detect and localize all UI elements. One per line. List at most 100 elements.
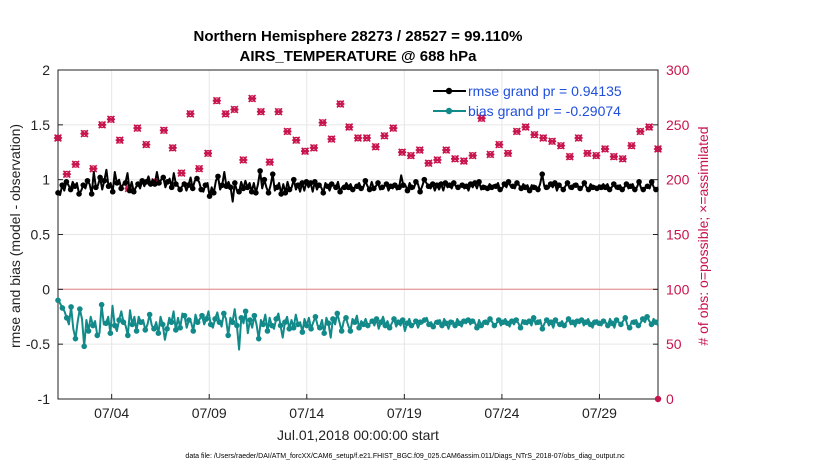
rmse-point bbox=[594, 185, 600, 192]
obs-assimilated-marker bbox=[212, 96, 221, 105]
obs-assimilated-marker bbox=[274, 107, 283, 116]
obs-assimilated-marker bbox=[380, 131, 389, 140]
bias-point bbox=[622, 315, 629, 321]
rmse-point bbox=[501, 181, 508, 187]
bias-point bbox=[81, 343, 87, 350]
rmse-point bbox=[84, 177, 91, 184]
rmse-point bbox=[269, 171, 276, 177]
rmse-point bbox=[488, 184, 495, 191]
rmse-point bbox=[375, 180, 381, 186]
obs-assimilated-marker bbox=[239, 155, 248, 164]
bias-point bbox=[605, 322, 611, 329]
rmse-point bbox=[299, 180, 306, 186]
bias-point bbox=[426, 321, 432, 328]
rmse-point bbox=[560, 186, 567, 193]
obs-assimilated-marker bbox=[503, 149, 513, 158]
bias-point bbox=[173, 327, 179, 333]
rmse-point bbox=[194, 175, 200, 182]
rmse-point bbox=[602, 184, 609, 191]
rmse-point bbox=[505, 179, 512, 185]
rmse-point bbox=[67, 186, 74, 193]
obs-assimilated-marker bbox=[433, 155, 442, 164]
x-tick-label: 07/24 bbox=[484, 405, 519, 421]
bias-point bbox=[194, 319, 201, 326]
bias-point bbox=[469, 318, 476, 324]
obs-assimilated-marker bbox=[398, 148, 407, 157]
obs-assimilated-marker bbox=[53, 134, 63, 142]
right-tick-label: 200 bbox=[666, 172, 690, 188]
bias-point bbox=[417, 319, 423, 326]
bias-point bbox=[365, 322, 371, 329]
obs-assimilated-marker bbox=[256, 107, 266, 116]
obs-assimilated-marker bbox=[574, 134, 583, 142]
bias-point bbox=[338, 328, 345, 334]
bias-point bbox=[151, 326, 157, 332]
bias-point bbox=[351, 319, 358, 326]
bias-point bbox=[639, 316, 646, 322]
bias-point bbox=[386, 324, 393, 331]
bias-point bbox=[570, 319, 576, 326]
bias-point bbox=[504, 320, 511, 327]
bias-point bbox=[382, 322, 389, 329]
obs-assimilated-marker bbox=[389, 124, 398, 133]
obs-assimilated-marker bbox=[336, 100, 345, 108]
rmse-point bbox=[189, 185, 196, 192]
rmse-point bbox=[421, 176, 428, 183]
bias-point bbox=[565, 316, 572, 322]
bias-point bbox=[221, 310, 227, 317]
rmse-point bbox=[312, 179, 318, 185]
obs-assimilated-marker bbox=[71, 160, 80, 169]
obs-assimilated-marker bbox=[495, 140, 504, 149]
bias-point bbox=[461, 318, 467, 324]
bias-point bbox=[90, 322, 96, 329]
obs-assimilated-marker bbox=[159, 126, 168, 135]
bias-point bbox=[330, 316, 336, 322]
obs-assimilated-marker bbox=[512, 127, 521, 136]
obs-assimilated-marker bbox=[177, 169, 186, 178]
rmse-point bbox=[126, 187, 133, 194]
bias-point bbox=[203, 316, 210, 322]
obs-assimilated-marker bbox=[309, 143, 318, 152]
obs-assimilated-marker bbox=[636, 127, 645, 136]
rmse-point bbox=[396, 184, 402, 191]
rmse-point bbox=[177, 186, 183, 193]
bias-point bbox=[207, 321, 214, 328]
bias-point bbox=[626, 324, 633, 331]
bias-point bbox=[557, 321, 563, 328]
obs-assimilated-marker bbox=[371, 142, 380, 151]
x-axis-label: Jul.01,2018 00:00:00 start bbox=[277, 427, 439, 443]
rmse-point bbox=[366, 186, 373, 193]
bias-point bbox=[63, 315, 70, 321]
bias-point bbox=[251, 312, 258, 319]
obs-assimilated-marker bbox=[327, 135, 336, 144]
rmse-point bbox=[101, 177, 108, 184]
bias-point bbox=[111, 322, 118, 329]
rmse-point bbox=[606, 186, 613, 193]
rmse-point bbox=[610, 181, 617, 187]
obs-assimilated-marker bbox=[98, 120, 107, 129]
bias-point bbox=[591, 319, 598, 326]
rmse-point bbox=[236, 188, 242, 195]
bias-point bbox=[543, 317, 550, 323]
bias-point bbox=[618, 321, 624, 328]
bias-point bbox=[482, 319, 489, 326]
bias-point bbox=[116, 317, 122, 323]
rmse-point bbox=[206, 193, 213, 199]
obs-assimilated-marker bbox=[203, 149, 213, 158]
obs-assimilated-marker bbox=[565, 152, 574, 161]
rmse-point bbox=[105, 183, 112, 190]
rmse-point bbox=[463, 183, 470, 190]
rmse-point bbox=[467, 181, 474, 187]
obs-assimilated-marker bbox=[627, 141, 636, 150]
rmse-point bbox=[518, 185, 524, 192]
bias-point bbox=[255, 335, 262, 342]
bias-point bbox=[548, 319, 554, 326]
obs-assimilated-marker bbox=[362, 134, 371, 142]
rmse-point bbox=[442, 180, 449, 186]
right-tick-label: 50 bbox=[666, 336, 682, 352]
bias-point bbox=[447, 319, 454, 326]
rmse-point bbox=[509, 183, 516, 190]
obs-assimilated-marker bbox=[424, 159, 433, 168]
right-tick-label: 250 bbox=[666, 117, 690, 133]
bias-point bbox=[273, 316, 279, 322]
